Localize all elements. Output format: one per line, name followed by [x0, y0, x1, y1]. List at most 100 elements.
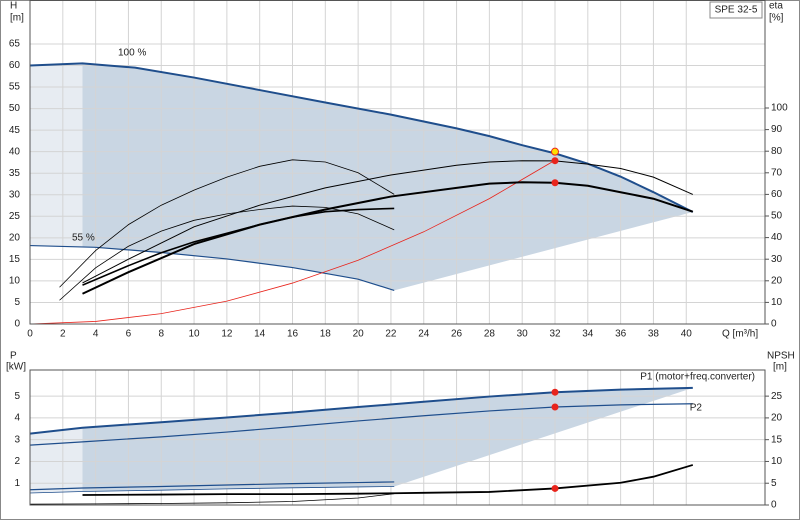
y-axis-unit: [kW] — [6, 362, 26, 373]
y-tick-label: 45 — [9, 125, 21, 136]
y2-tick-label: 40 — [771, 232, 783, 243]
y2-tick-label: 20 — [771, 413, 783, 424]
operating-area — [30, 387, 693, 494]
curve — [29, 486, 395, 494]
x-tick-label: 20 — [353, 329, 365, 340]
y2-tick-label: 30 — [771, 254, 783, 265]
y-tick-label: 0 — [14, 319, 20, 330]
y-tick-label: 5 — [14, 297, 20, 308]
low-flow-area — [30, 0, 83, 324]
x-tick-label: 38 — [648, 329, 660, 340]
grid-layer — [29, 0, 769, 506]
operating-point — [551, 157, 559, 165]
y2-tick-label: 20 — [771, 275, 783, 286]
operating-point — [551, 147, 559, 156]
y-tick-label: 3 — [14, 434, 20, 445]
chart-title: SPE 32-5 — [715, 5, 758, 16]
y-tick-label: 40 — [9, 146, 21, 157]
curve — [29, 403, 693, 446]
x-axis-label: Q [m³/h] — [722, 329, 758, 340]
y-tick-label: 2 — [14, 456, 20, 467]
y-tick-label: 65 — [9, 39, 21, 50]
y2-axis-label: eta — [769, 1, 783, 12]
x-tick-label: 10 — [189, 329, 201, 340]
line-layer — [29, 62, 694, 505]
y2-tick-label: 10 — [771, 456, 783, 467]
x-tick-label: 16 — [287, 329, 299, 340]
y2-tick-label: 50 — [771, 211, 783, 222]
operating-area — [30, 63, 693, 291]
curve — [29, 386, 693, 435]
y2-tick-label: 60 — [771, 189, 783, 200]
low-flow-area — [30, 370, 83, 505]
y2-tick-label: 80 — [771, 146, 783, 157]
y-tick-label: 60 — [9, 60, 21, 71]
series-label: P1 (motor+freq.converter) — [640, 372, 755, 383]
y2-tick-label: 25 — [771, 391, 783, 402]
curve — [82, 464, 694, 496]
curve — [29, 481, 395, 491]
series-label: 55 % — [72, 233, 95, 244]
x-tick-label: 22 — [385, 329, 397, 340]
x-tick-label: 36 — [615, 329, 627, 340]
x-tick-label: 14 — [254, 329, 266, 340]
curve — [59, 205, 395, 301]
operating-point — [551, 403, 559, 411]
y-tick-label: 1 — [14, 478, 20, 489]
x-tick-label: 30 — [517, 329, 529, 340]
y-tick-label: 10 — [9, 276, 21, 287]
y2-tick-label: 5 — [771, 478, 777, 489]
y2-tick-label: 0 — [771, 319, 777, 330]
x-tick-label: 12 — [221, 329, 233, 340]
y2-axis-label: NPSH — [767, 351, 795, 362]
curve — [29, 159, 556, 325]
y-tick-label: 25 — [9, 211, 21, 222]
y2-tick-label: 90 — [771, 124, 783, 135]
y-tick-label: 35 — [9, 168, 21, 179]
curve — [29, 244, 395, 291]
plot-frame — [29, 369, 766, 506]
y-tick-label: 55 — [9, 82, 21, 93]
y2-axis-unit: [m] — [773, 362, 787, 373]
curve — [82, 181, 694, 295]
x-tick-label: 6 — [126, 329, 132, 340]
series-label: P2 — [690, 403, 703, 414]
curve — [29, 493, 395, 505]
series-label: 100 % — [118, 48, 146, 59]
area-layer — [30, 0, 693, 505]
curve — [29, 62, 694, 213]
y2-axis-unit: [%] — [769, 13, 784, 24]
curve — [59, 159, 395, 288]
y2-tick-label: 100 — [771, 103, 788, 114]
plot-frame — [29, 0, 766, 325]
x-tick-label: 4 — [93, 329, 99, 340]
y-tick-label: 4 — [14, 413, 20, 424]
y-axis-label: P — [10, 351, 17, 362]
y-tick-label: 20 — [9, 232, 21, 243]
x-tick-label: 18 — [320, 329, 332, 340]
y-axis-unit: [m] — [10, 13, 24, 24]
x-tick-label: 32 — [549, 329, 561, 340]
x-tick-label: 40 — [681, 329, 693, 340]
y-axis-label: H — [10, 1, 17, 12]
operating-point — [551, 484, 559, 492]
y2-tick-label: 15 — [771, 434, 783, 445]
operating-point — [551, 388, 559, 396]
x-tick-label: 8 — [158, 329, 164, 340]
x-tick-label: 34 — [582, 329, 594, 340]
operating-point — [551, 179, 559, 187]
y2-tick-label: 10 — [771, 297, 783, 308]
x-tick-label: 2 — [60, 329, 66, 340]
y-tick-label: 15 — [9, 254, 21, 265]
x-tick-label: 28 — [484, 329, 496, 340]
title-box — [709, 1, 763, 19]
y-tick-label: 30 — [9, 189, 21, 200]
y2-tick-label: 70 — [771, 167, 783, 178]
x-tick-label: 26 — [451, 329, 463, 340]
y2-tick-label: 0 — [771, 500, 777, 511]
y-tick-label: 50 — [9, 103, 21, 114]
y-tick-label: 5 — [14, 391, 20, 402]
curve — [82, 160, 694, 284]
x-tick-label: 24 — [418, 329, 430, 340]
